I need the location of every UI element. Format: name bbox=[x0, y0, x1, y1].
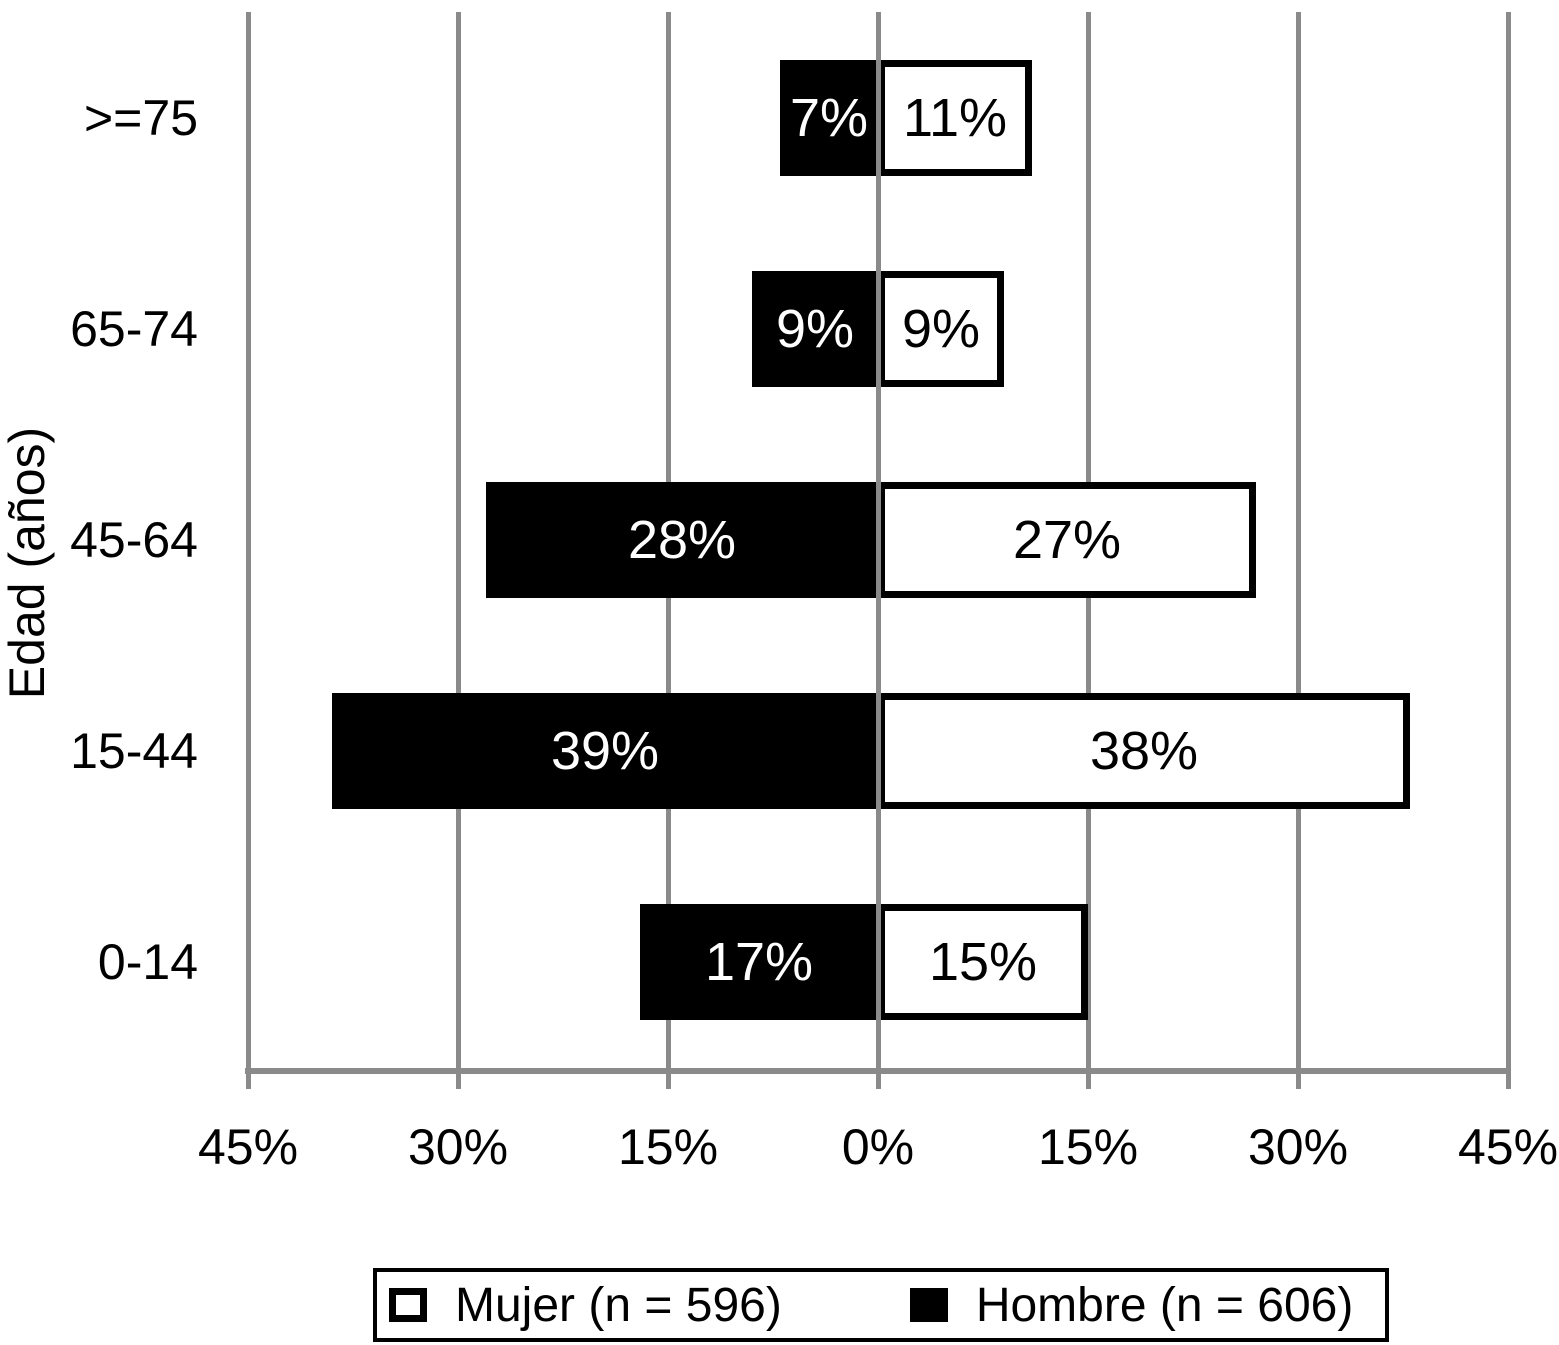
y-axis-label: 15-44 bbox=[70, 723, 198, 780]
legend-label: Mujer (n = 596) bbox=[455, 1278, 782, 1332]
bar-value-label: 27% bbox=[1012, 510, 1122, 570]
x-axis-tick-label: 45% bbox=[197, 1119, 299, 1175]
bar-value-label: 7% bbox=[789, 87, 869, 148]
legend-item-hombre: Hombre (n = 606) bbox=[909, 1278, 1354, 1333]
y-axis-label: >=75 bbox=[83, 89, 198, 146]
mujer-swatch-icon bbox=[389, 1288, 427, 1322]
x-axis-tick bbox=[1085, 1068, 1091, 1089]
hombre-swatch-icon bbox=[909, 1288, 948, 1322]
gridline bbox=[245, 12, 251, 1068]
x-axis-tick bbox=[455, 1068, 461, 1089]
legend: Mujer (n = 596) Hombre (n = 606) bbox=[373, 1268, 1389, 1342]
y-axis-label: 65-74 bbox=[70, 300, 198, 357]
bar-value-label: 9% bbox=[901, 298, 981, 359]
x-axis-tick-label: 30% bbox=[407, 1119, 509, 1175]
legend-item-mujer: Mujer (n = 596) bbox=[389, 1278, 782, 1333]
bar-value-label: 15% bbox=[928, 932, 1038, 993]
bar-hombre: 17% bbox=[640, 904, 878, 1021]
bar-value-label: 11% bbox=[902, 87, 1008, 148]
gridline bbox=[1505, 12, 1511, 1068]
bar-mujer: 27% bbox=[878, 482, 1256, 598]
y-axis-label: 0-14 bbox=[97, 934, 198, 991]
bar-mujer: 38% bbox=[878, 693, 1410, 810]
x-axis-tick-label: 15% bbox=[617, 1119, 719, 1175]
gridline bbox=[455, 12, 461, 1068]
bar-hombre: 39% bbox=[332, 693, 878, 810]
bar-mujer: 15% bbox=[878, 904, 1088, 1021]
x-axis-tick bbox=[875, 1068, 881, 1089]
bar-hombre: 28% bbox=[486, 482, 878, 598]
x-axis-tick-label: 15% bbox=[1037, 1119, 1139, 1175]
bar-hombre: 9% bbox=[752, 270, 878, 387]
bar-value-label: 28% bbox=[627, 510, 737, 570]
bar-value-label: 39% bbox=[550, 721, 660, 782]
x-axis-tick-label: 0% bbox=[841, 1119, 915, 1175]
bar-mujer: 9% bbox=[878, 270, 1004, 387]
x-axis-tick-label: 30% bbox=[1247, 1119, 1349, 1175]
bar-value-label: 9% bbox=[775, 298, 855, 359]
plot-area: 7% 11% 9% 9% 28% 27% 39% 38% 17% 15% bbox=[245, 12, 1511, 1068]
x-axis-tick bbox=[1505, 1068, 1511, 1089]
x-axis-tick bbox=[665, 1068, 671, 1089]
y-axis-label: 45-64 bbox=[70, 512, 198, 568]
x-axis-tick bbox=[245, 1068, 251, 1089]
bar-value-label: 38% bbox=[1089, 721, 1199, 782]
legend-label: Hombre (n = 606) bbox=[975, 1278, 1354, 1332]
gridline bbox=[1295, 12, 1301, 1068]
zero-gridline bbox=[875, 12, 881, 1068]
x-axis-tick-label: 45% bbox=[1457, 1119, 1559, 1175]
bar-mujer: 11% bbox=[878, 59, 1032, 176]
bar-value-label: 17% bbox=[704, 932, 814, 993]
bar-hombre: 7% bbox=[780, 59, 878, 176]
x-axis-tick bbox=[1295, 1068, 1301, 1089]
